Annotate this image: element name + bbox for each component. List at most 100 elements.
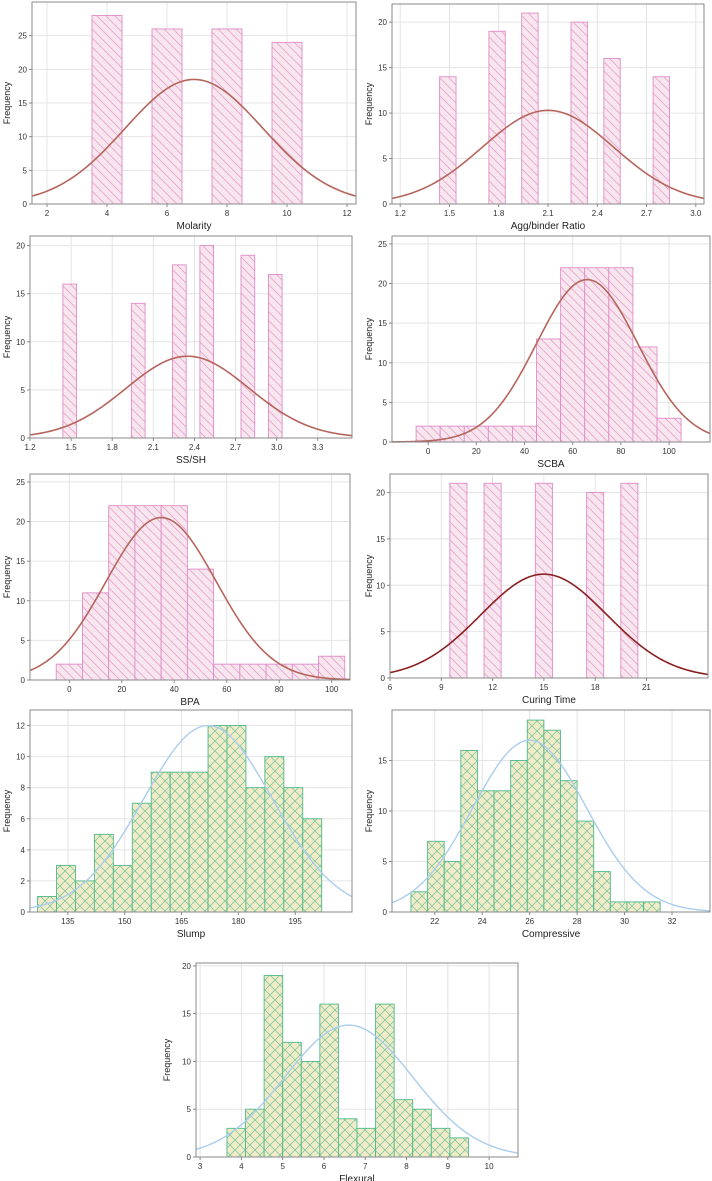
normal-fit-curve — [29, 355, 353, 437]
bars — [37, 725, 323, 913]
bars — [415, 267, 682, 443]
x-tick-label-4: 30 — [620, 917, 629, 926]
y-tick-label-1: 5 — [187, 1105, 192, 1114]
x-tick-label-6: 3.0 — [271, 443, 283, 452]
y-tick-label-0: 0 — [383, 908, 388, 917]
y-tick-label-0: 0 — [383, 200, 388, 209]
bar-9 — [632, 346, 658, 443]
bar-1 — [130, 302, 146, 439]
x-tick-label-4: 195 — [288, 917, 302, 926]
y-tick-label-3: 15 — [16, 557, 25, 566]
y-axis-title: Frequency — [162, 1038, 172, 1081]
y-axis-title: Frequency — [364, 317, 374, 360]
bar-4 — [112, 864, 133, 913]
y-tick-label-2: 10 — [378, 807, 387, 816]
gridlines-horizontal — [196, 965, 518, 1110]
bar-0 — [62, 283, 78, 439]
x-tick-label-0: 0 — [67, 685, 72, 694]
x-tick-label-4: 80 — [616, 447, 625, 456]
bar-6 — [337, 1118, 358, 1158]
bar-0 — [410, 891, 429, 913]
histogram-flexural: 3 4 5 6 7 8 9 10 0 5 10 15 20 Flexural Frequency — [160, 955, 530, 1181]
x-axis: 135 150 165 180 195 — [61, 912, 302, 926]
x-axis: 1.2 1.5 1.8 2.1 2.4 2.7 3.0 — [395, 204, 702, 218]
histogram-curing-time-svg: 6 9 12 15 18 21 0 5 10 15 20 Curing Time Frequency — [364, 473, 709, 706]
y-tick-label-4: 20 — [16, 242, 25, 251]
x-tick-label-3: 6 — [322, 1162, 327, 1171]
x-axis-title: Compressive — [522, 929, 581, 940]
bar-8 — [375, 1003, 395, 1158]
bar-3 — [199, 245, 215, 439]
bar-1 — [151, 28, 183, 205]
bar-2 — [211, 28, 243, 205]
histogram-curing-time: 6 9 12 15 18 21 0 5 10 15 20 Curing Time Frequency — [362, 470, 712, 706]
bar-2 — [172, 264, 187, 439]
normal-fit-curve — [31, 78, 357, 197]
bar-8 — [608, 267, 634, 443]
bar-3 — [487, 425, 513, 443]
y-tick-label-3: 6 — [21, 815, 26, 824]
bar-6 — [150, 771, 171, 913]
y-tick-label-1: 5 — [383, 858, 388, 867]
y-axis: 0 5 10 15 20 — [16, 242, 30, 443]
x-tick-label-4: 2.4 — [189, 443, 201, 452]
x-tick-label-0: 135 — [61, 917, 75, 926]
x-axis-title: BPA — [180, 697, 200, 708]
y-axis-title: Frequency — [2, 315, 12, 358]
y-tick-label-4: 20 — [376, 489, 385, 498]
bar-3 — [570, 21, 588, 205]
y-tick-label-0: 0 — [383, 438, 388, 447]
x-tick-label-3: 15 — [539, 683, 548, 692]
bar-5 — [131, 802, 152, 913]
bar-9 — [560, 780, 578, 913]
y-tick-label-3: 15 — [18, 99, 27, 108]
bars — [410, 719, 661, 913]
bar-1 — [245, 1108, 265, 1158]
y-tick-label-2: 10 — [16, 338, 25, 347]
y-axis-title: Frequency — [364, 554, 374, 597]
y-axis-title: Frequency — [364, 789, 374, 832]
normal-fit-curve — [29, 516, 351, 681]
y-tick-label-5: 25 — [378, 240, 387, 249]
y-tick-label-2: 10 — [376, 581, 385, 590]
histogram-molarity-svg: 2 4 6 8 10 12 0 5 10 15 20 25 Molarity Frequency — [2, 1, 357, 232]
y-tick-label-2: 10 — [378, 109, 387, 118]
y-tick-label-1: 5 — [383, 155, 388, 164]
histogram-compressive-svg: 22 24 26 28 30 32 0 5 10 15 Compressive Frequency — [364, 709, 711, 940]
x-tick-label-5: 21 — [642, 683, 651, 692]
bar-10 — [656, 417, 682, 443]
bar-3 — [271, 41, 303, 205]
bar-13 — [626, 901, 645, 913]
normal-fit-curve — [29, 724, 353, 909]
histogram-agg-binder-ratio-svg: 1.2 1.5 1.8 2.1 2.4 2.7 3.0 0 5 10 15 20 Agg/binder … — [364, 3, 705, 232]
y-tick-label-4: 8 — [21, 784, 26, 793]
x-axis-title: SCBA — [537, 459, 565, 470]
bar-1 — [427, 840, 445, 913]
bars — [91, 15, 303, 205]
bars — [449, 482, 639, 679]
bar-5 — [536, 338, 562, 443]
y-tick-label-4: 20 — [378, 280, 387, 289]
y-tick-label-1: 5 — [381, 628, 386, 637]
x-tick-label-7: 3.3 — [312, 443, 324, 452]
x-tick-label-5: 2.7 — [230, 443, 242, 452]
y-tick-label-4: 20 — [16, 518, 25, 527]
x-tick-label-1: 1.5 — [66, 443, 78, 452]
bar-4 — [603, 58, 621, 205]
histogram-molarity: 2 4 6 8 10 12 0 5 10 15 20 25 Molarity Frequency — [0, 0, 362, 232]
y-axis: 0 5 10 15 20 — [376, 489, 390, 683]
x-tick-label-1: 1.5 — [444, 209, 456, 218]
x-tick-label-0: 22 — [430, 917, 439, 926]
bar-12 — [609, 901, 628, 913]
bar-7 — [169, 771, 190, 913]
histogram-slump-svg: 135 150 165 180 195 0 2 4 6 8 10 12 Slump Frequency — [2, 709, 353, 940]
x-tick-label-0: 1.2 — [395, 209, 407, 218]
bar-5 — [267, 274, 283, 439]
plot-frame — [195, 962, 519, 1158]
histogram-bpa: 0 20 40 60 80 100 0 5 10 15 20 25 BPA Frequency — [0, 470, 362, 708]
y-tick-label-5: 25 — [16, 478, 25, 487]
bar-14 — [302, 818, 323, 913]
bar-5 — [186, 568, 215, 681]
bar-10 — [412, 1108, 432, 1158]
histogram-ss-sh: 1.2 1.5 1.8 2.1 2.4 2.7 3.0 3.3 0 5 10 15 20 SS/SH Fre… — [0, 232, 362, 470]
